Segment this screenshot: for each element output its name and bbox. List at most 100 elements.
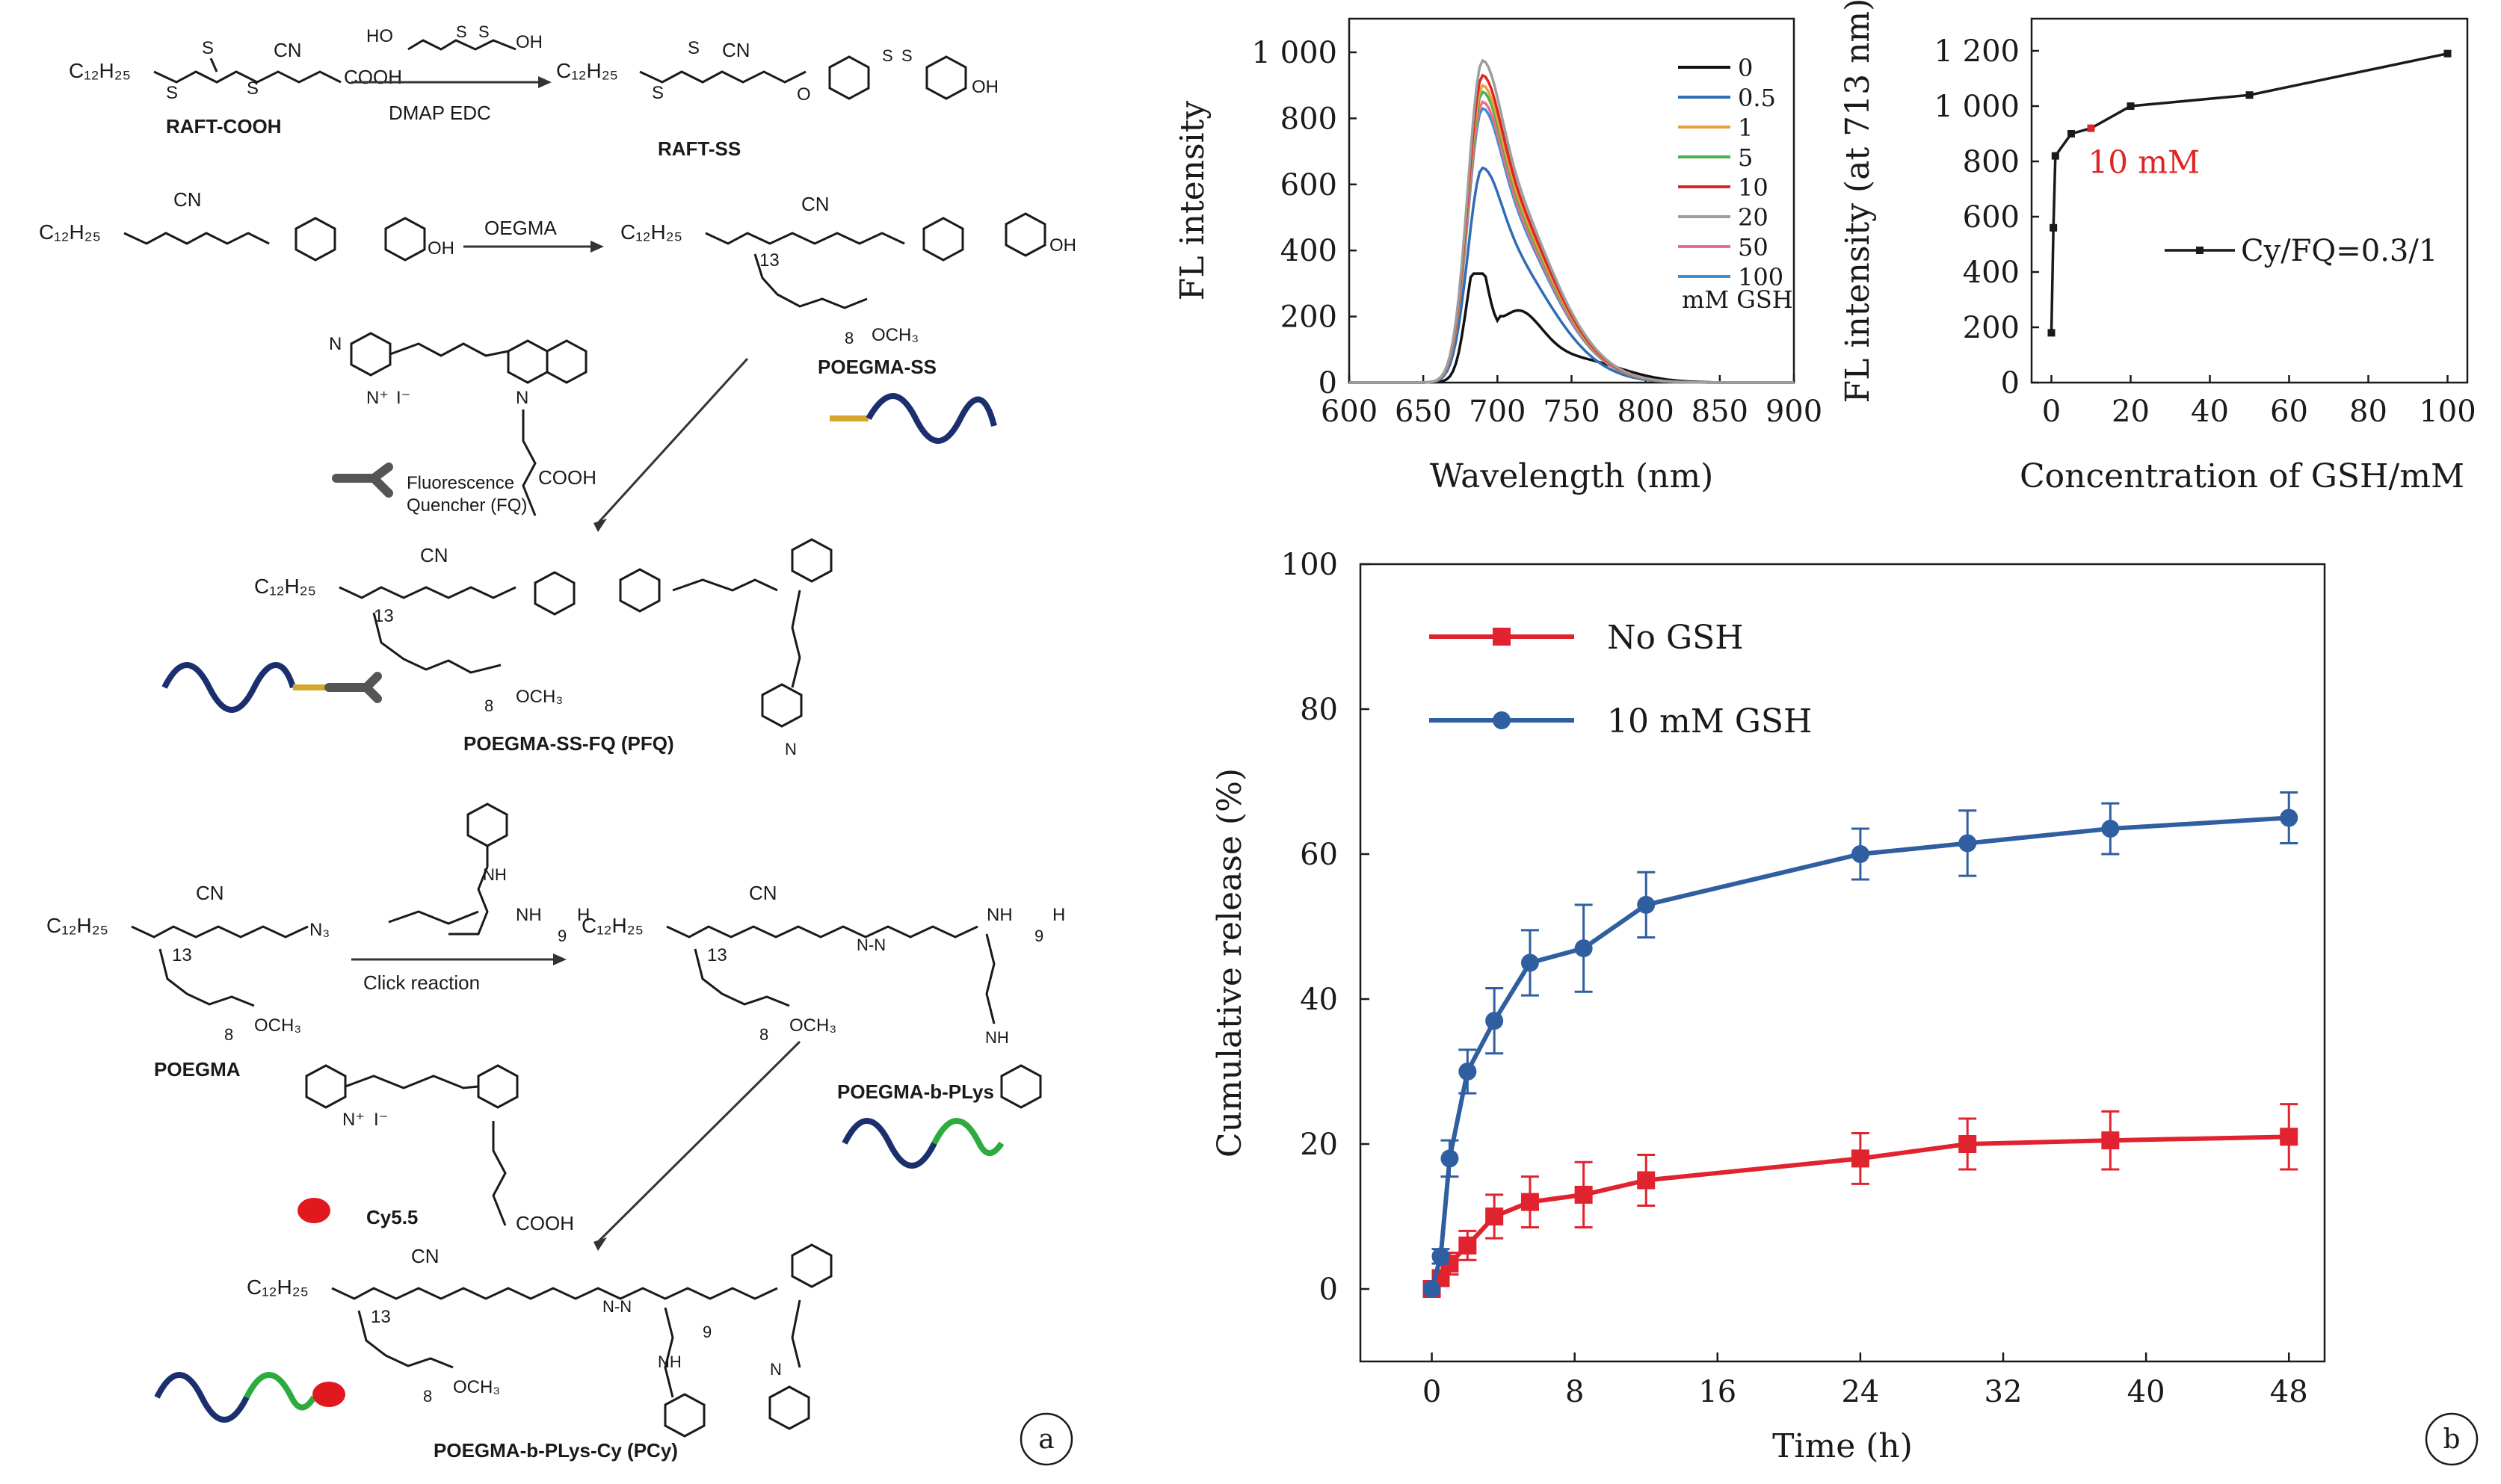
annotation-label: 10 mM [2088, 144, 2201, 181]
quencher-coupling-arrow [593, 357, 749, 532]
data-point [1958, 834, 1977, 853]
data-point [2101, 820, 2120, 838]
svg-text:C₁₂H₂₅: C₁₂H₂₅ [582, 914, 644, 937]
svg-text:OCH₃: OCH₃ [516, 687, 563, 707]
y-tick-label: 1 000 [1251, 36, 1337, 70]
y-axis-label: FL intensity [1174, 101, 1212, 301]
svg-text:S: S [456, 22, 467, 41]
x-tick-label: 40 [2127, 1375, 2165, 1409]
data-point [1485, 1012, 1504, 1030]
raft-cooh-structure: C₁₂H₂₅ S S S CN COOH RAFT-COOH [69, 38, 402, 137]
svg-text:I⁻: I⁻ [396, 388, 410, 408]
poegma-ss-label: POEGMA-SS [818, 356, 937, 378]
svg-text:NH: NH [658, 1352, 682, 1371]
svg-text:S: S [901, 46, 913, 65]
svg-text:N: N [329, 334, 342, 354]
pfq-structure: C₁₂H₂₅ CN 13 8 OCH₃ N POEGMA-SS-FQ (PFQ) [161, 538, 833, 758]
y-tick-label: 400 [1280, 234, 1337, 268]
svg-text:O: O [797, 84, 811, 105]
svg-text:COOH: COOH [516, 1212, 574, 1234]
plot-frame [1348, 17, 1795, 384]
data-point [1637, 895, 1656, 914]
svg-text:8: 8 [759, 1025, 768, 1044]
svg-text:8: 8 [423, 1387, 432, 1406]
data-point [1574, 1185, 1593, 1204]
data-point [2280, 1128, 2298, 1146]
y-axis-label: Cumulative release (%) [1211, 768, 1249, 1157]
pfq-label: POEGMA-SS-FQ (PFQ) [463, 732, 674, 755]
x-tick-label: 80 [2349, 395, 2387, 429]
legend-label: 0.5 [1738, 84, 1776, 112]
svg-text:C₁₂H₂₅: C₁₂H₂₅ [556, 59, 618, 82]
svg-text:C₁₂H₂₅: C₁₂H₂₅ [46, 914, 108, 937]
x-tick-label: 0 [1422, 1375, 1441, 1409]
data-point [1458, 1063, 1477, 1080]
series-line [2050, 52, 2448, 333]
x-tick-label: 20 [2112, 395, 2150, 429]
y-tick-label: 20 [1300, 1128, 1338, 1162]
raft-ss-structure-2: C₁₂H₂₅ CN OH [39, 188, 454, 262]
y-tick-label: 800 [1963, 145, 2020, 179]
data-point [1520, 953, 1539, 972]
svg-text:N₃: N₃ [309, 920, 330, 940]
legend-label: No GSH [1607, 619, 1744, 657]
x-tick-label: 850 [1692, 395, 1748, 429]
svg-text:N: N [785, 740, 797, 758]
svg-text:I⁻: I⁻ [374, 1110, 388, 1130]
pcy-structure: C₁₂H₂₅ CN 13 8 OCH₃ N-N 9 NH N POEGMA-b-… [154, 1243, 833, 1462]
series-line [1429, 815, 2289, 1290]
x-tick-label: 8 [1565, 1375, 1584, 1409]
pcy-label: POEGMA-b-PLys-Cy (PCy) [434, 1439, 678, 1462]
x-tick-label: 100 [2419, 395, 2476, 429]
svg-text:N: N [516, 388, 528, 408]
svg-text:CN: CN [196, 882, 224, 904]
data-point [1485, 1208, 1504, 1225]
data-point [1958, 1135, 1977, 1153]
step2-reagent: OEGMA [484, 217, 557, 239]
svg-text:S: S [688, 38, 700, 58]
svg-text:OCH₃: OCH₃ [453, 1377, 500, 1397]
poegma-plys-label: POEGMA-b-PLys [837, 1080, 994, 1103]
svg-text:COOH: COOH [344, 66, 402, 88]
data-point [2280, 809, 2298, 827]
legend-label: 10 mM GSH [1607, 702, 1812, 741]
pcy-chain-icon [154, 1372, 250, 1423]
svg-text:CN: CN [173, 188, 202, 211]
data-point [1431, 1247, 1450, 1266]
pfq-chain-icon [161, 662, 296, 713]
svg-text:S: S [652, 83, 664, 103]
raft-ss-structure: C₁₂H₂₅ S S CN O S S OH RAFT-SS [556, 38, 999, 160]
panel-a-label: a [1020, 1412, 1073, 1466]
plot-frame [2030, 17, 2469, 384]
svg-text:CN: CN [749, 882, 777, 904]
y-tick-label: 60 [1300, 838, 1338, 872]
step2-reaction-arrow: OEGMA [463, 217, 604, 253]
raft-ss-label: RAFT-SS [658, 137, 741, 160]
svg-text:13: 13 [172, 945, 192, 965]
svg-text:S: S [247, 78, 259, 99]
svg-text:COOH: COOH [538, 466, 596, 489]
y-tick-label: 1 000 [1934, 90, 2020, 124]
svg-text:OH: OH [1049, 235, 1076, 256]
svg-text:C₁₂H₂₅: C₁₂H₂₅ [247, 1276, 309, 1299]
data-point [2127, 102, 2135, 110]
y-tick-label: 1 200 [1934, 34, 2020, 69]
y-tick-label: 40 [1300, 983, 1338, 1017]
data-point [2050, 223, 2058, 232]
raft-cooh-label: RAFT-COOH [166, 115, 282, 137]
data-point [2443, 49, 2452, 58]
y-tick-label: 0 [1319, 1273, 1338, 1307]
y-tick-label: 80 [1300, 693, 1338, 727]
svg-text:N: N [770, 1360, 782, 1379]
step1-reaction-arrow: HO S S OH DMAP EDC [351, 22, 552, 124]
data-point [1574, 939, 1593, 958]
poegma-plys-chain-icon [842, 1118, 937, 1169]
svg-text:13: 13 [707, 945, 727, 965]
data-point [1637, 1171, 1656, 1190]
svg-text:OCH₃: OCH₃ [789, 1015, 836, 1036]
x-tick-label: 32 [1985, 1375, 2023, 1409]
svg-text:HO: HO [366, 26, 393, 46]
